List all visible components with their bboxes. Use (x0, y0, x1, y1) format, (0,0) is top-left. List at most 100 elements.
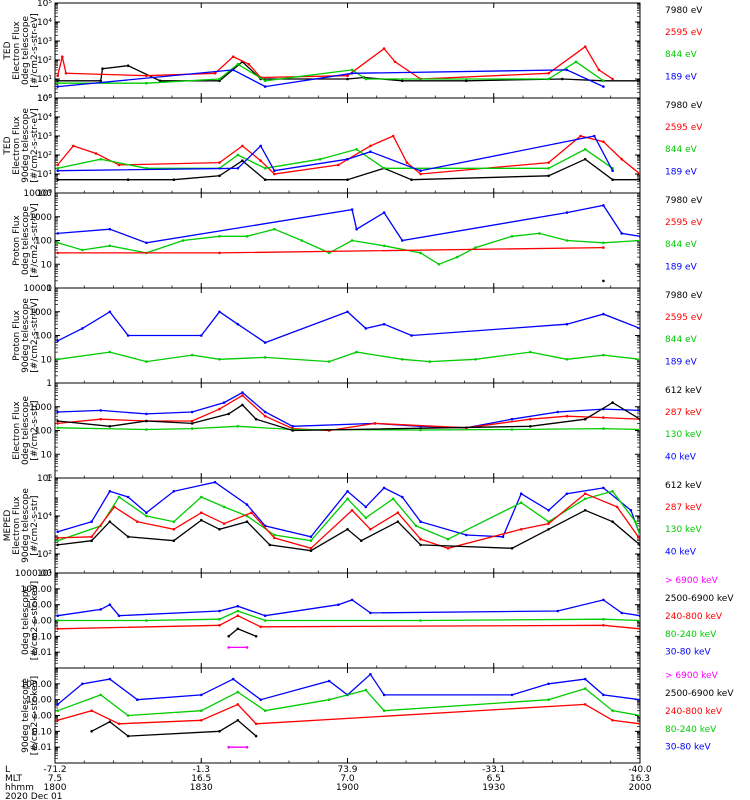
data-point (337, 603, 340, 606)
data-point (273, 172, 276, 176)
y-tick-label: 0.10 (32, 632, 52, 642)
series-line-1 (57, 481, 640, 538)
y-axis-label: TED (3, 41, 13, 60)
data-point (465, 79, 468, 83)
data-point (309, 539, 313, 542)
data-point (200, 719, 203, 722)
data-point (327, 698, 331, 701)
data-point (56, 241, 59, 245)
data-point (638, 537, 640, 541)
data-point (263, 341, 267, 344)
data-point (99, 417, 102, 421)
data-point (218, 407, 221, 411)
data-point (529, 350, 532, 354)
data-point (56, 169, 59, 172)
data-point (90, 520, 93, 523)
data-point (611, 77, 614, 81)
data-point (565, 211, 569, 214)
data-point (254, 722, 258, 726)
legend-entry: 7980 eV (665, 101, 703, 111)
data-point (602, 79, 605, 83)
data-point (263, 178, 267, 181)
x-tick-label: 2000 (629, 783, 652, 793)
data-point (99, 79, 102, 83)
data-point (56, 85, 59, 88)
data-point (56, 539, 59, 542)
y-tick-label: 10³ (37, 37, 52, 47)
data-point (218, 609, 221, 613)
series-line-2 (57, 490, 640, 542)
data-point (99, 693, 102, 697)
data-point (382, 211, 386, 214)
data-point (172, 528, 176, 531)
data-point (300, 239, 304, 242)
data-point (99, 608, 102, 611)
x-tick-label: 1900 (336, 783, 359, 793)
y-axis-label: TED (3, 136, 13, 155)
data-point (145, 241, 148, 245)
series-line-2 (57, 45, 613, 80)
data-point (602, 312, 605, 316)
data-point (218, 251, 221, 255)
data-point (56, 74, 59, 77)
data-point (56, 167, 59, 170)
data-point (538, 232, 541, 235)
data-point (222, 522, 226, 525)
data-point (56, 79, 59, 83)
data-point (200, 511, 203, 514)
data-point (236, 609, 240, 613)
series-line-1 (57, 673, 640, 705)
data-point (56, 614, 59, 617)
y-axis-label: Electron Flux (12, 496, 22, 555)
data-point (547, 698, 550, 701)
data-point (359, 539, 363, 542)
data-point (291, 425, 295, 428)
data-point (602, 241, 605, 245)
data-point (273, 227, 276, 231)
data-point (94, 152, 98, 155)
data-point (638, 235, 640, 238)
data-point (245, 745, 249, 749)
data-point (108, 244, 112, 248)
data-point (419, 520, 422, 523)
data-point (117, 722, 121, 726)
data-point (583, 492, 587, 496)
legend-entry: 844 eV (665, 335, 698, 345)
data-point (263, 356, 267, 359)
data-point (172, 520, 176, 523)
chart-panel-3: 1 10 100 1000 10000 Proton Flux 0deg telescope… (12, 189, 703, 294)
data-point (350, 239, 354, 242)
data-point (126, 714, 130, 717)
data-point (602, 617, 605, 621)
data-point (213, 480, 217, 484)
data-point (337, 163, 340, 167)
data-point (474, 246, 477, 249)
data-point (611, 169, 614, 172)
y-tick-label: 10000 (23, 189, 52, 199)
data-point (236, 719, 240, 722)
y-tick-label: 1000.00 (15, 569, 52, 579)
data-point (410, 178, 413, 181)
data-point (355, 148, 358, 151)
data-point (565, 322, 569, 326)
data-point (190, 419, 194, 423)
data-point (547, 72, 550, 75)
data-point (593, 134, 596, 138)
y-axis-label: 90deg telescope (21, 678, 31, 753)
data-point (350, 68, 354, 72)
data-point (369, 144, 372, 148)
data-point (602, 140, 605, 143)
data-point (108, 425, 112, 428)
data-point (56, 178, 59, 181)
data-point (565, 239, 569, 242)
series-line-1 (57, 599, 640, 617)
data-point (90, 535, 93, 539)
data-point (391, 497, 395, 501)
data-point (355, 350, 358, 354)
data-point (245, 520, 249, 523)
legend-entry: 189 eV (665, 357, 698, 367)
data-point (241, 403, 244, 407)
y-axis-label: 90deg telescope (21, 298, 31, 373)
data-point (583, 497, 587, 501)
